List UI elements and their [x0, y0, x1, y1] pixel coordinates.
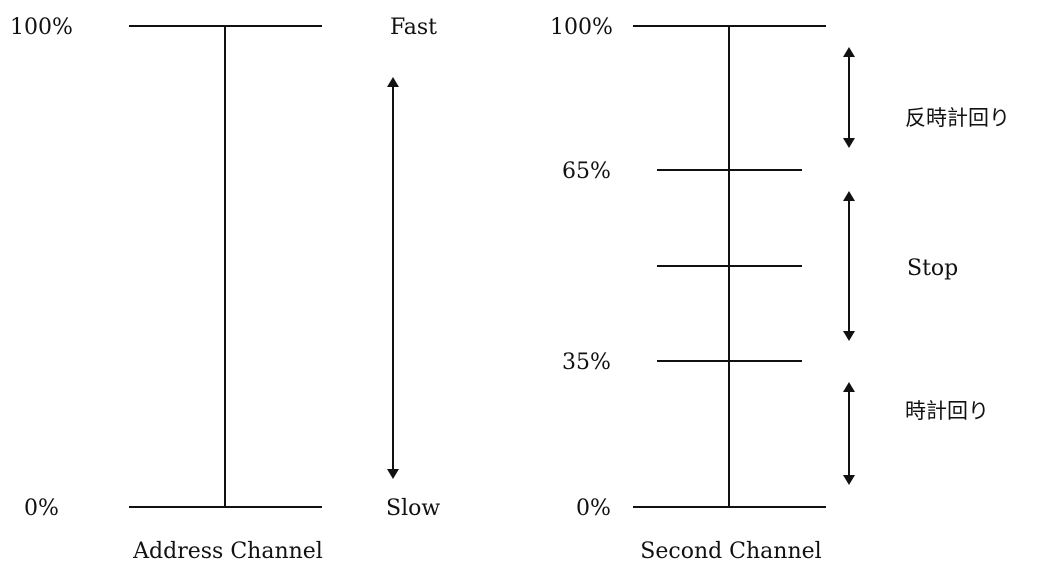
right-0-label: 0%	[576, 496, 611, 521]
second-channel-caption: Second Channel	[640, 539, 821, 564]
address-channel-caption: Address Channel	[132, 539, 323, 564]
address-channel-diagram: 100% 0% Fast Slow Address Channel	[10, 15, 440, 564]
fast-label: Fast	[390, 15, 437, 40]
left-100-label: 100%	[10, 15, 73, 40]
ccw-label: 反時計回り	[905, 106, 1010, 130]
second-channel-diagram: 100% 65% 35% 0% 反時計回り Stop 時計回り Second C…	[550, 15, 1010, 564]
stop-label: Stop	[907, 256, 958, 281]
right-35-label: 35%	[562, 350, 611, 375]
cw-label: 時計回り	[905, 399, 989, 423]
slow-label: Slow	[386, 496, 440, 521]
left-0-label: 0%	[24, 496, 59, 521]
right-100-label: 100%	[550, 15, 613, 40]
right-65-label: 65%	[562, 159, 611, 184]
